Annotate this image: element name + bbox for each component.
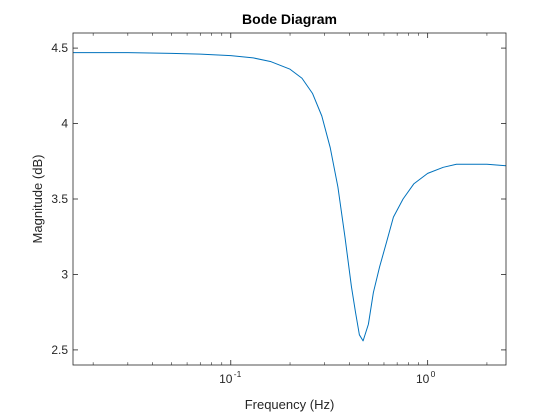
x-tick-label-base: 10 [416, 372, 430, 386]
tick-labels: 2.533.544.510 -1 10 0 [51, 41, 435, 386]
plot-area [73, 33, 506, 365]
magnitude-series-line [73, 52, 507, 342]
y-tick-label: 3.5 [51, 192, 68, 206]
y-tick-label: 4.5 [51, 41, 68, 55]
y-tick-label: 4 [61, 117, 68, 131]
x-tick-label-base: 10 [219, 372, 233, 386]
x-tick-label: 10 0 [416, 369, 436, 386]
y-tick-label: 2.5 [51, 343, 68, 357]
x-tick-label-exponent: -1 [234, 369, 242, 379]
y-tick-label: 3 [61, 267, 68, 281]
x-tick-label: 10 -1 [219, 369, 242, 386]
x-tick-label-exponent: 0 [431, 369, 436, 379]
x-axis-label: Frequency (Hz) [245, 397, 335, 412]
chart-title: Bode Diagram [242, 11, 337, 27]
axes-box [72, 32, 507, 366]
tick-marks [73, 33, 506, 365]
y-axis-label: Magnitude (dB) [30, 155, 45, 244]
series-group [73, 52, 507, 342]
